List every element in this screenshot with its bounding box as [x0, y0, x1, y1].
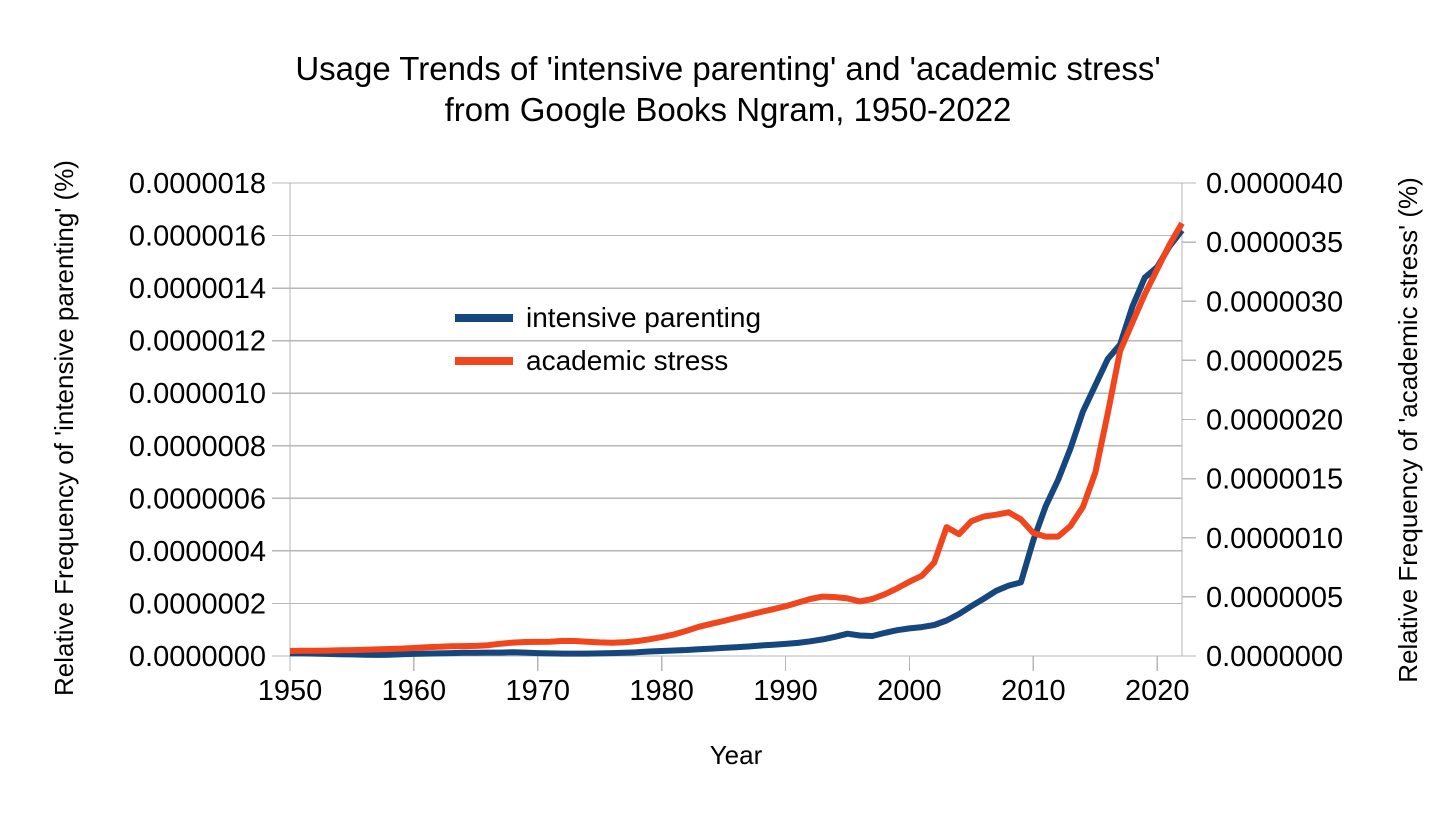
right-axis-tick-label: 0.0000015 — [1206, 464, 1343, 496]
right-axis-tick-label: 0.0000040 — [1206, 168, 1343, 200]
left-axis-tick-label: 0.0000006 — [129, 483, 266, 515]
x-axis-tick-label: 2010 — [1001, 675, 1066, 707]
left-axis-tick-label: 0.0000012 — [129, 326, 266, 358]
legend-label-intensive-parenting: intensive parenting — [526, 302, 762, 333]
legend-item-academic-stress: academic stress — [455, 343, 761, 379]
left-axis-tick-label: 0.0000010 — [129, 378, 266, 410]
x-axis-tick-label: 1960 — [382, 675, 447, 707]
chart-title-line2: from Google Books Ngram, 1950-2022 — [444, 91, 1012, 128]
right-axis-tick-label: 0.0000030 — [1206, 286, 1343, 318]
chart-title-line1: Usage Trends of 'intensive parenting' an… — [295, 50, 1161, 87]
left-axis-tick-label: 0.0000018 — [129, 168, 266, 200]
series-line-intensive-parenting — [290, 228, 1185, 658]
right-axis-tick-label: 0.0000010 — [1206, 523, 1343, 555]
left-axis-tick-label: 0.0000002 — [129, 588, 266, 620]
x-axis-tick-label: 1950 — [258, 675, 323, 707]
left-axis-tick-label: 0.0000004 — [129, 536, 266, 568]
x-axis-tick-label: 1990 — [753, 675, 818, 707]
left-axis-tick-label: 0.0000014 — [129, 273, 266, 305]
right-axis-title: Relative Frequency of 'academic stress' … — [1393, 177, 1423, 683]
plot-border — [289, 182, 1183, 657]
right-axis-tick-label: 0.0000035 — [1206, 227, 1343, 259]
right-axis-tick-label: 0.0000000 — [1206, 641, 1343, 673]
right-axis-tick-label: 0.0000020 — [1206, 405, 1343, 437]
left-axis-tick-label: 0.0000008 — [129, 431, 266, 463]
left-axis-tick-label: 0.0000016 — [129, 221, 266, 253]
legend-swatch-academic-stress — [455, 357, 513, 365]
legend-item-intensive-parenting: intensive parenting — [455, 300, 761, 336]
x-axis-title: Year — [709, 740, 763, 770]
right-axis-tick-label: 0.0000025 — [1206, 345, 1343, 377]
x-axis-tick-label: 2000 — [877, 675, 942, 707]
x-axis-tick-label: 1980 — [629, 675, 694, 707]
chart-title: Usage Trends of 'intensive parenting' an… — [0, 48, 1456, 130]
left-axis-title: Relative Frequency of 'intensive parenti… — [49, 160, 79, 696]
series-line-academic-stress — [289, 221, 1185, 654]
legend: intensive parenting academic stress — [455, 300, 761, 386]
legend-swatch-intensive-parenting — [455, 314, 513, 322]
x-axis-tick-label: 1970 — [506, 675, 571, 707]
left-axis-tick-label: 0.0000000 — [129, 641, 266, 673]
legend-label-academic-stress: academic stress — [526, 345, 729, 376]
x-axis-tick-label: 2020 — [1125, 675, 1190, 707]
right-axis-tick-label: 0.0000005 — [1206, 582, 1343, 614]
